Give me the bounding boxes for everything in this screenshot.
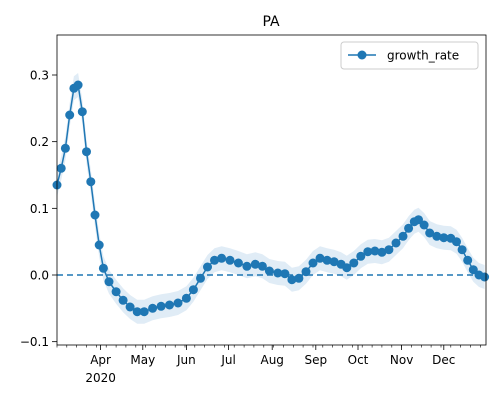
- data-point: [308, 258, 318, 268]
- data-point: [60, 143, 70, 153]
- data-point: [125, 302, 135, 312]
- y-axis: −0.1 0.0 0.1 0.2 0.3: [20, 69, 57, 349]
- data-point: [196, 273, 205, 283]
- data-point: [73, 80, 83, 90]
- data-point: [463, 255, 473, 265]
- data-point: [148, 303, 158, 313]
- data-point: [188, 285, 198, 295]
- legend-label: growth_rate: [387, 49, 459, 63]
- data-point: [280, 269, 290, 279]
- data-point: [370, 246, 380, 256]
- data-point: [242, 261, 252, 271]
- y-tick-label: 0.3: [30, 69, 49, 83]
- x-tick-label: Dec: [432, 353, 455, 367]
- data-point: [468, 265, 478, 275]
- data-point: [82, 147, 91, 157]
- data-point: [356, 251, 366, 261]
- data-point: [225, 255, 235, 265]
- data-point: [439, 233, 449, 243]
- data-point: [217, 253, 227, 263]
- axes-frame: [56, 34, 487, 346]
- data-point: [480, 272, 490, 282]
- series-layer: [52, 80, 490, 317]
- y-tick-label: −0.1: [20, 335, 49, 349]
- data-point: [181, 293, 191, 303]
- data-point: [257, 261, 267, 271]
- y-tick-label: 0.2: [30, 135, 49, 149]
- data-point: [457, 245, 467, 255]
- plot-area: [52, 34, 490, 346]
- data-point: [322, 255, 332, 265]
- legend: growth_rate: [340, 41, 479, 70]
- x-tick-label: Jun: [176, 353, 196, 367]
- data-point: [233, 258, 243, 268]
- data-point: [111, 287, 121, 297]
- confidence-band: [57, 73, 485, 324]
- data-point: [90, 210, 100, 220]
- x-tick-year-label: 2020: [85, 371, 116, 385]
- data-point: [432, 231, 442, 241]
- data-point: [342, 263, 352, 273]
- chart-title: PA: [262, 14, 280, 30]
- legend-box: [340, 41, 479, 70]
- data-point: [404, 223, 414, 233]
- data-point: [363, 247, 373, 257]
- data-point: [98, 263, 108, 273]
- data-point: [419, 220, 429, 230]
- data-point: [452, 237, 461, 247]
- x-axis: Apr 2020 May Jun Jul Aug Sep Oct Nov Dec: [56, 345, 481, 385]
- data-point: [273, 268, 283, 278]
- x-tick-label: Jul: [220, 353, 235, 367]
- data-point: [173, 298, 183, 308]
- x-tick-label: May: [130, 353, 155, 367]
- data-point: [77, 107, 87, 117]
- data-point: [156, 301, 166, 311]
- data-point: [384, 245, 394, 255]
- data-point: [56, 163, 66, 173]
- data-point: [203, 262, 212, 272]
- data-point: [329, 257, 339, 267]
- data-point: [165, 300, 174, 310]
- data-point: [425, 228, 435, 238]
- y-tick-label: 0.0: [30, 269, 49, 283]
- data-point: [315, 253, 325, 263]
- x-tick-label: Oct: [348, 353, 369, 367]
- data-point: [86, 177, 96, 187]
- x-tick-label: Sep: [304, 353, 327, 367]
- data-point: [118, 295, 128, 305]
- data-point: [132, 307, 142, 317]
- legend-marker-swatch: [357, 50, 367, 60]
- data-point: [398, 231, 408, 241]
- x-tick-label: Aug: [260, 353, 283, 367]
- data-point: [294, 273, 304, 283]
- x-tick-label: Nov: [390, 353, 413, 367]
- data-point: [250, 259, 260, 269]
- data-point: [287, 275, 297, 285]
- data-point: [65, 110, 75, 120]
- data-point: [349, 258, 359, 268]
- x-tick-label: Apr: [90, 353, 111, 367]
- data-point: [414, 215, 423, 225]
- y-tick-label: 0.1: [30, 202, 49, 216]
- data-point: [264, 266, 274, 276]
- data-point: [139, 307, 149, 317]
- data-point: [391, 238, 401, 248]
- data-point: [210, 255, 219, 265]
- data-point: [104, 277, 114, 287]
- data-point: [301, 267, 311, 277]
- data-point: [377, 247, 387, 257]
- data-point: [94, 240, 104, 250]
- confidence-band-layer: [57, 73, 485, 324]
